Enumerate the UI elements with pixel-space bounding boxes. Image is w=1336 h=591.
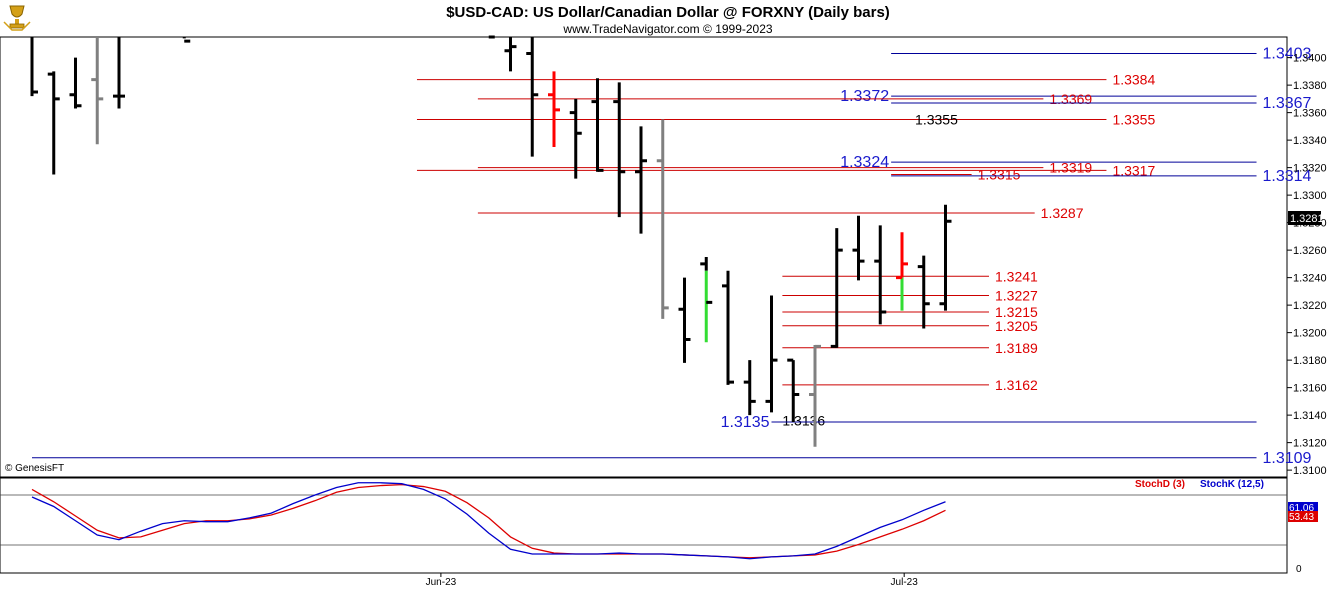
level-label: 1.3227 (995, 288, 1038, 304)
y-tick-label: 1.3220 (1293, 300, 1327, 312)
ohlc-bar (939, 204, 952, 311)
ohlc-bar (635, 126, 647, 234)
y-tick-label: 1.3140 (1293, 410, 1327, 422)
price-axis: 1.3400 1.3380 1.3360 1.3340 1.3320 1.3300 1.32… (1287, 53, 1327, 477)
y-tick-label: 1.3240 (1293, 273, 1327, 285)
ohlc-bar (809, 344, 821, 447)
y-tick-label: 1.3380 (1293, 80, 1327, 92)
y-tick-label: 1.3320 (1293, 163, 1327, 175)
level-label: 1.3369 (1049, 91, 1092, 107)
ohlc-bar (722, 270, 734, 385)
level-label: 1.3324 (840, 154, 889, 171)
y-tick-label: 1.3160 (1293, 383, 1327, 395)
ohlc-bar (569, 98, 582, 179)
copyright-text: © GenesisFT (5, 463, 64, 474)
time-axis: Jun-23 Jul-23 (426, 573, 919, 588)
ohlc-bar (896, 232, 908, 311)
ohlc-bar (69, 57, 82, 109)
stoch-k-value: 61.06 (1289, 503, 1314, 514)
ohlc-bar (526, 37, 539, 157)
stoch-d-legend: StochD (3) (1135, 479, 1185, 490)
level-label: 1.3136 (782, 413, 825, 429)
ohlc-bar (830, 228, 843, 348)
ohlc-bar (30, 37, 38, 97)
ohlc-bar (852, 215, 865, 281)
ohlc-bar (700, 257, 713, 343)
level-label: 1.3355 (1112, 112, 1155, 128)
ohlc-bar (874, 225, 887, 325)
ohlc-bar (743, 360, 756, 416)
last-price-value: 1.3281 (1290, 213, 1324, 225)
stoch-k-legend: StochK (12,5) (1200, 479, 1264, 490)
level-label: 1.3367 (1263, 95, 1312, 112)
x-axis-label: Jul-23 (891, 577, 919, 588)
stoch-k-line (31, 482, 946, 560)
level-label: 1.3355 (915, 112, 958, 128)
ohlc-bar (47, 71, 60, 175)
stochastic-panel: StochD (3) StochK (12,5) 61.06 53.43 0 (0, 477, 1318, 575)
level-label: 1.3109 (1263, 450, 1312, 467)
level-label: 1.3162 (995, 377, 1038, 393)
stoch-d-value: 53.43 (1289, 512, 1314, 523)
level-label: 1.3403 (1263, 46, 1312, 63)
y-tick-label: 1.3400 (1293, 53, 1327, 65)
level-label: 1.3319 (1049, 160, 1092, 176)
last-price-badge: 1.3281 (1288, 211, 1324, 225)
stoch-axis-tick: 0 (1296, 564, 1302, 575)
level-label: 1.3215 (995, 304, 1038, 320)
ohlc-bar (182, 37, 191, 43)
y-tick-label: 1.3260 (1293, 245, 1327, 257)
level-label: 1.3241 (995, 268, 1038, 284)
ohlc-bar (917, 255, 930, 329)
ohlc-bar (787, 358, 800, 422)
ohlc-bar (678, 277, 691, 363)
price-bars (30, 35, 952, 447)
level-lines: 1.3403 1.3384 1.3372 1.3369 1.3367 1.3355 1.33… (32, 46, 1312, 467)
ohlc-bar (591, 78, 604, 172)
logo (3, 5, 31, 31)
ohlc-bar (765, 295, 778, 413)
level-label: 1.3372 (840, 88, 889, 105)
stoch-k-badge: 61.06 (1288, 502, 1318, 514)
stochastic-panel-frame (0, 477, 1288, 574)
y-tick-label: 1.3340 (1293, 135, 1327, 147)
y-tick-label: 1.3180 (1293, 355, 1327, 367)
x-axis-label: Jun-23 (426, 577, 457, 588)
level-label: 1.3315 (978, 167, 1021, 183)
y-tick-label: 1.3100 (1293, 465, 1327, 477)
ohlc-bar (613, 82, 626, 218)
ohlc-bar (656, 119, 669, 319)
y-tick-label: 1.3120 (1293, 438, 1327, 450)
y-tick-label: 1.3200 (1293, 328, 1327, 340)
level-label: 1.3189 (995, 340, 1038, 356)
level-label: 1.3287 (1041, 205, 1084, 221)
price-panel-frame (0, 36, 1288, 478)
level-label: 1.3384 (1112, 72, 1155, 88)
level-label: 1.3135 (721, 414, 770, 431)
stoch-d-badge: 53.43 (1288, 511, 1318, 523)
level-label: 1.3205 (995, 318, 1038, 334)
y-tick-label: 1.3360 (1293, 108, 1327, 120)
y-tick-label: 1.3300 (1293, 190, 1327, 202)
ohlc-bar (504, 37, 517, 72)
price-panel: 1.3403 1.3384 1.3372 1.3369 1.3367 1.3355 1.33… (0, 35, 1327, 478)
ohlc-bar (548, 71, 560, 147)
cup-trophy-icon (3, 5, 31, 31)
chart-subtitle: www.TradeNavigator.com © 1999-2023 (562, 22, 772, 36)
level-label: 1.3314 (1263, 168, 1312, 185)
ohlc-bar (91, 37, 104, 145)
stoch-d-line (31, 483, 946, 559)
ohlc-bar (113, 37, 125, 109)
level-label: 1.3317 (1112, 162, 1155, 178)
chart-title: $USD-CAD: US Dollar/Canadian Dollar @ FO… (446, 4, 890, 21)
